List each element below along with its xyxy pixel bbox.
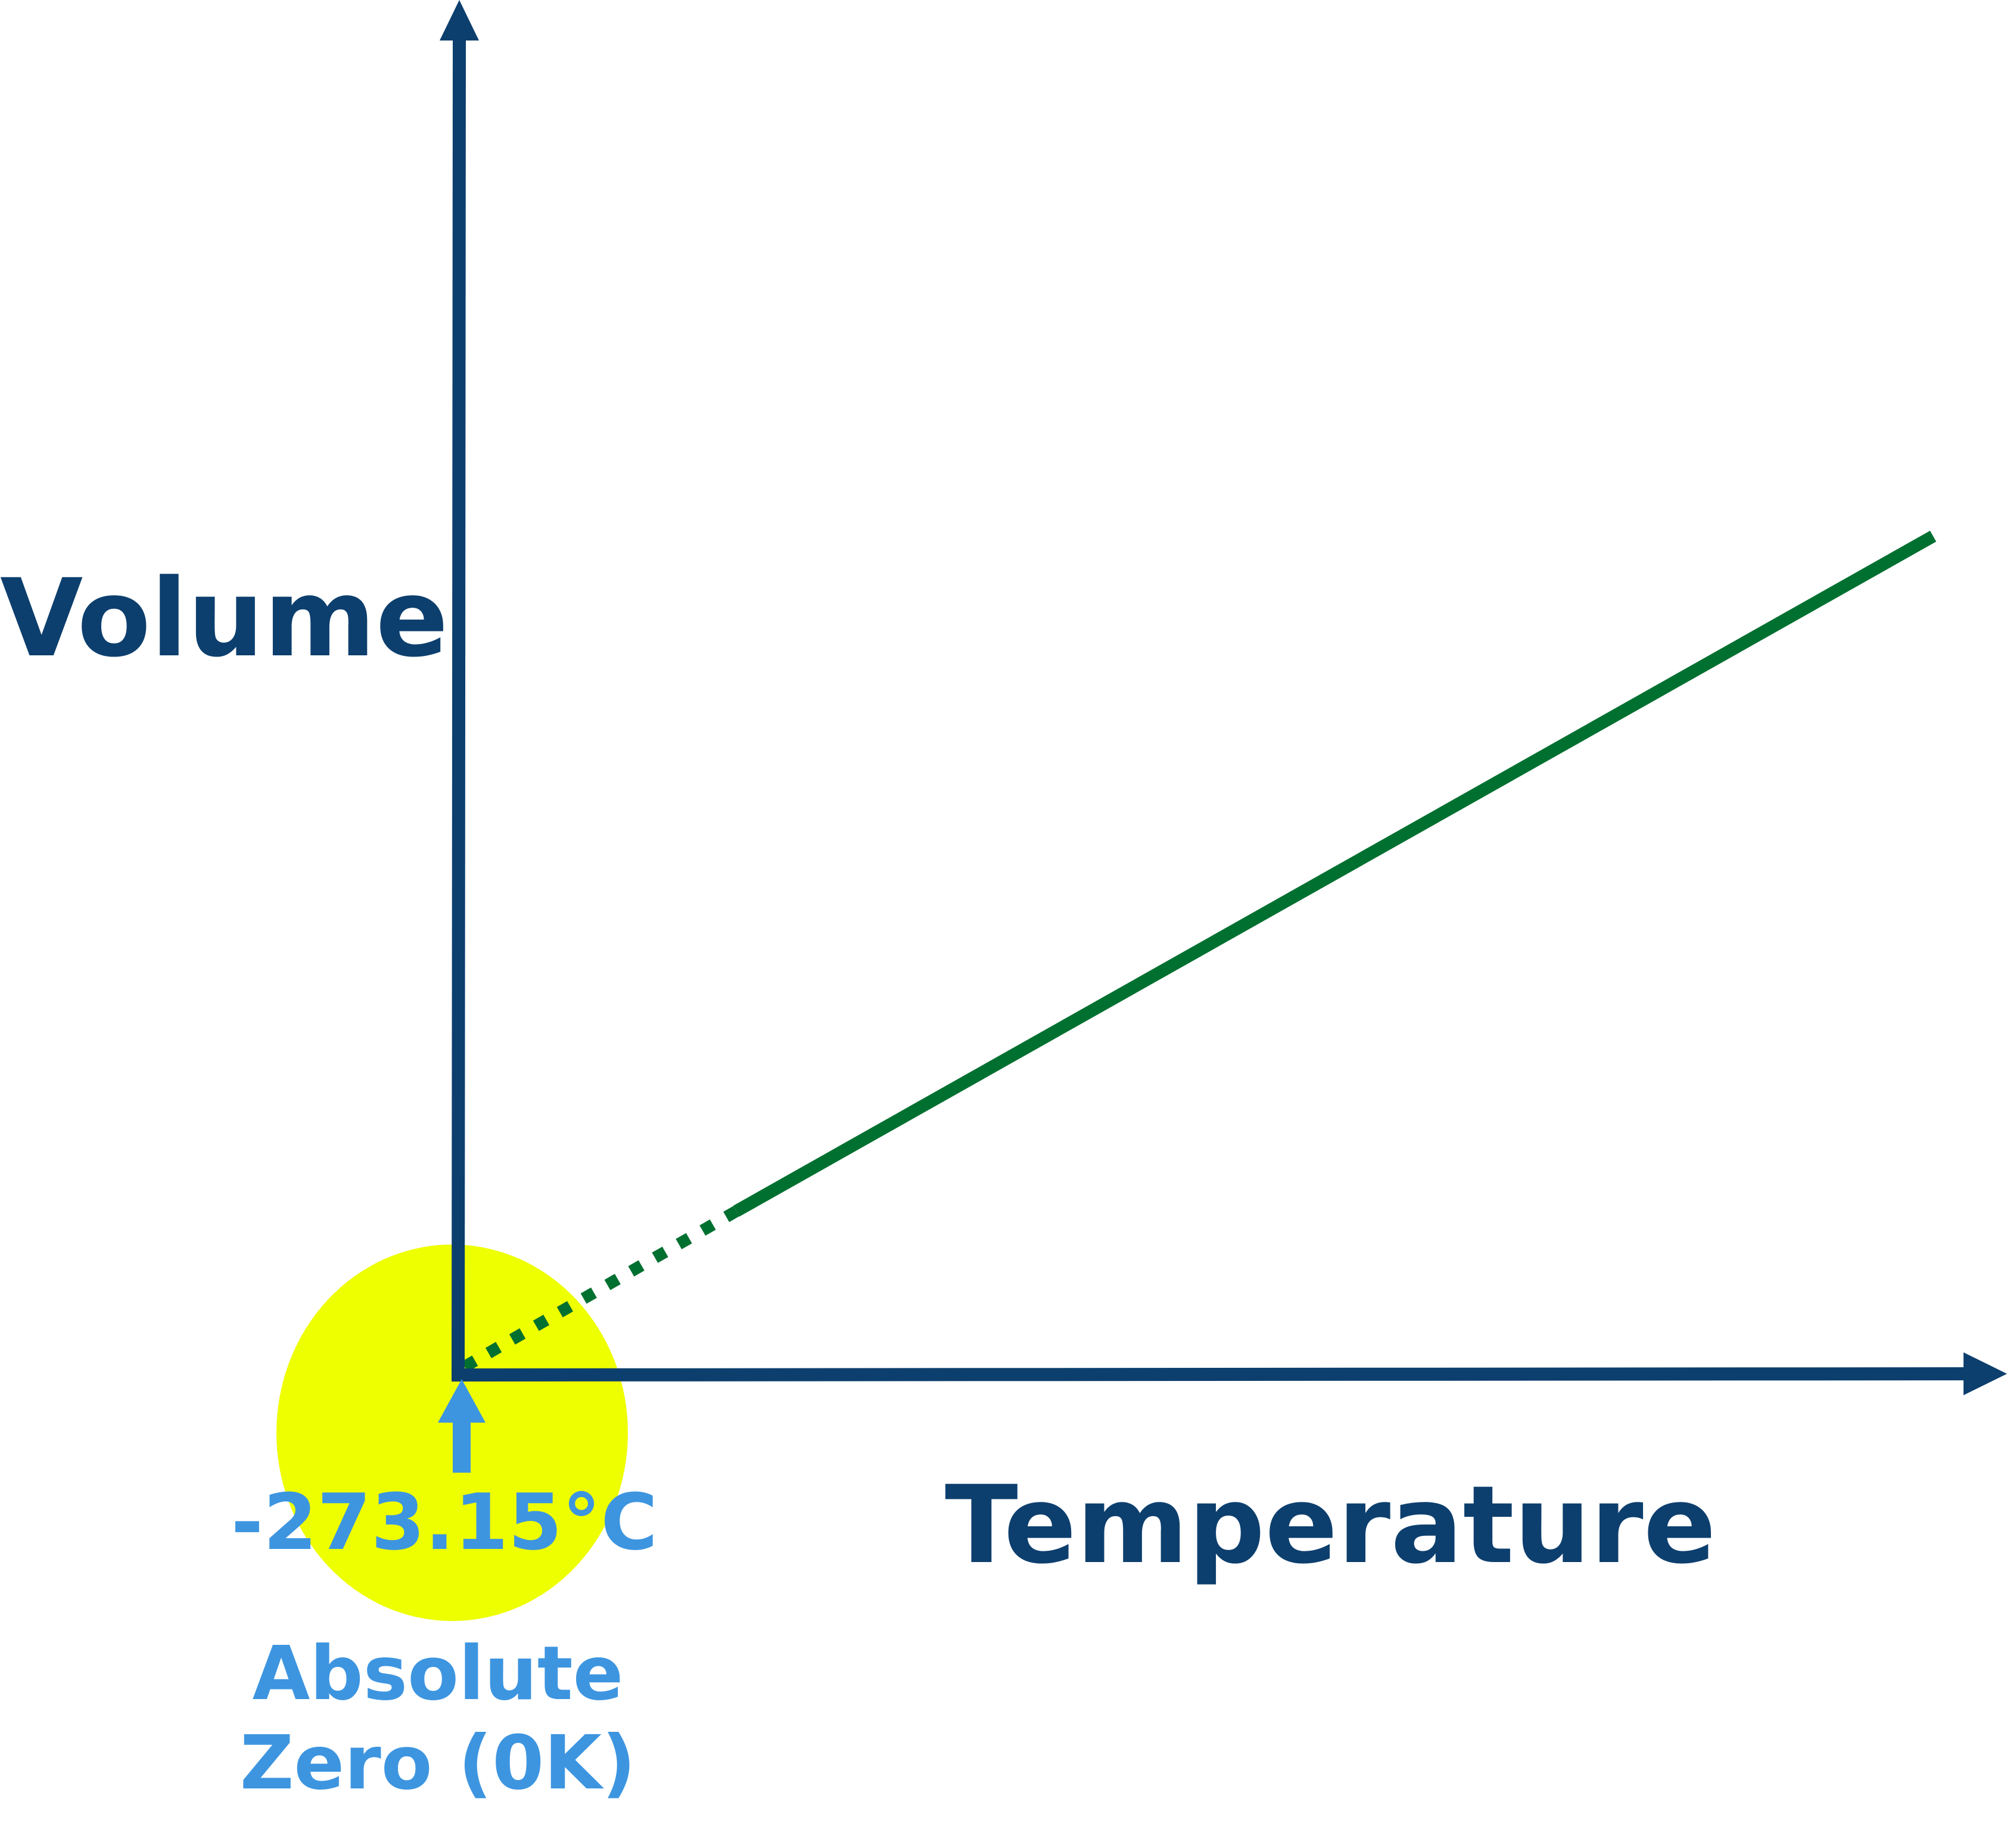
x-axis-arrow (1964, 1352, 2007, 1395)
point-label: -273.15°C (231, 1477, 658, 1567)
pointer-head (438, 1379, 486, 1423)
y-axis-arrow (440, 0, 479, 41)
y-axis-label: Volume (0, 556, 449, 681)
x-axis (451, 1367, 1966, 1382)
annotation-line: Absolute (253, 1631, 624, 1717)
pointer-shaft (453, 1415, 471, 1473)
y-axis (452, 35, 466, 1381)
annotation-line: Zero (0K) (240, 1720, 636, 1806)
data-line (733, 530, 1937, 1217)
x-axis-label: Temperature (945, 1463, 1716, 1588)
highlight (276, 1245, 628, 1621)
